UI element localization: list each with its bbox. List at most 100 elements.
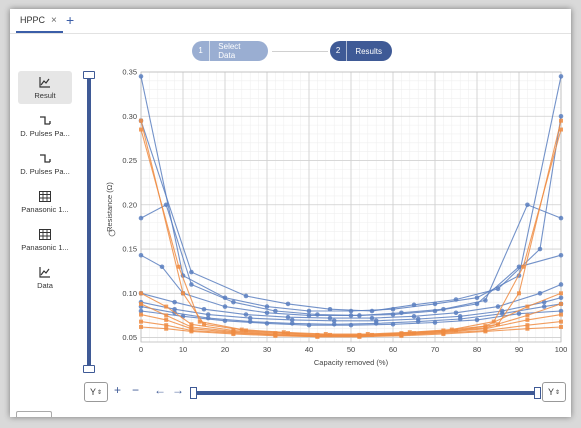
- data-point: [525, 326, 530, 331]
- x-tick-label: 70: [431, 345, 439, 354]
- data-point: [558, 215, 564, 221]
- data-point: [264, 310, 270, 316]
- data-point: [231, 332, 236, 337]
- plot-area: [140, 71, 562, 343]
- data-point: [289, 317, 295, 323]
- pulse-icon: [37, 113, 53, 127]
- y-tick-label: 0.05: [122, 333, 137, 342]
- series-line-14: [140, 326, 562, 338]
- sidebar-item-pulses-1[interactable]: D. Pulses Pa...: [18, 109, 72, 142]
- data-point: [189, 269, 194, 275]
- sidebar-item-label: Panasonic 1...: [21, 205, 69, 214]
- bottom-panel-handle[interactable]: [16, 411, 52, 417]
- data-point: [390, 312, 396, 317]
- x-axis-label: Capacity removed (%): [314, 358, 389, 367]
- sidebar-item-pulses-2[interactable]: D. Pulses Pa...: [18, 147, 72, 180]
- tab-bar: HPPC × +: [10, 9, 571, 34]
- step-results[interactable]: 2 Results: [330, 41, 392, 61]
- data-point: [231, 299, 236, 305]
- data-point: [139, 312, 143, 317]
- sidebar-item-label: D. Pulses Pa...: [20, 167, 70, 176]
- data-point: [558, 74, 564, 79]
- x-tick-label: 90: [515, 345, 523, 354]
- sidebar-item-data[interactable]: Data: [18, 261, 72, 294]
- data-point: [558, 282, 564, 287]
- add-tab-button[interactable]: +: [66, 12, 75, 28]
- tab-hppc[interactable]: HPPC ×: [16, 9, 63, 33]
- x-tick-label: 50: [347, 345, 355, 354]
- zoom-out-button[interactable]: −: [132, 383, 140, 397]
- resistance-chart: 0 10 20 30 40 50 60 70 80 90 100 0.05 0.10 0.15 0.20 0.…: [105, 68, 567, 368]
- step-connector: [272, 51, 328, 52]
- x-tick-label: 0: [139, 345, 143, 354]
- series-line-3: [140, 254, 562, 316]
- sidebar-item-result[interactable]: Result: [18, 71, 72, 104]
- y-axis-select-left[interactable]: Y ⇕: [84, 382, 108, 402]
- data-point: [189, 282, 194, 287]
- data-point: [559, 319, 563, 324]
- line-chart-icon: [37, 75, 53, 89]
- y-range-slider[interactable]: [83, 71, 95, 373]
- data-point: [558, 252, 564, 258]
- data-point: [369, 308, 375, 314]
- sidebar-item-label: Result: [34, 91, 56, 100]
- data-point: [139, 301, 143, 306]
- data-point: [453, 297, 459, 302]
- series-line-12: [140, 314, 562, 337]
- data-point: [525, 313, 530, 318]
- data-point: [205, 312, 211, 317]
- step-select-data[interactable]: 1 Select Data: [192, 41, 268, 61]
- data-point: [202, 322, 206, 327]
- data-point: [537, 246, 543, 252]
- data-point: [306, 322, 312, 328]
- data-point: [327, 306, 333, 312]
- x-range-slider[interactable]: [190, 387, 541, 399]
- data-point: [247, 315, 253, 321]
- x-tick-label: 60: [389, 345, 397, 354]
- data-point: [164, 326, 169, 331]
- data-point: [357, 334, 362, 339]
- data-point: [559, 118, 563, 123]
- data-point: [499, 311, 505, 316]
- data-point: [181, 291, 185, 296]
- data-point: [139, 127, 143, 132]
- data-point: [243, 312, 249, 317]
- data-point: [348, 313, 354, 318]
- data-point: [411, 302, 417, 308]
- data-point: [138, 308, 144, 314]
- sidebar-item-panasonic-2[interactable]: Panasonic 1...: [18, 223, 72, 256]
- y-tick-label: 0.20: [122, 200, 137, 209]
- data-point: [273, 333, 278, 338]
- x-range-handle-right[interactable]: [534, 387, 541, 399]
- sidebar-item-panasonic-1[interactable]: Panasonic 1...: [18, 185, 72, 218]
- y-range-handle-top[interactable]: [83, 71, 95, 79]
- data-point: [432, 308, 438, 314]
- y-range-handle-bottom[interactable]: [83, 365, 95, 373]
- data-point: [558, 113, 564, 119]
- data-point: [164, 304, 169, 309]
- x-tick-label: 20: [221, 345, 229, 354]
- close-icon[interactable]: ×: [51, 14, 57, 26]
- pan-right-button[interactable]: →: [172, 383, 184, 397]
- data-point: [495, 304, 501, 309]
- data-point: [138, 74, 144, 79]
- x-range-handle-left[interactable]: [190, 387, 197, 399]
- pan-left-button[interactable]: ←: [154, 383, 166, 397]
- y-axis-select-right[interactable]: Y ⇕: [542, 382, 566, 402]
- data-point: [457, 316, 463, 322]
- data-point: [369, 315, 375, 321]
- data-point: [172, 299, 177, 305]
- step-label: Results: [355, 46, 382, 56]
- y-tick-label: 0.35: [122, 68, 137, 77]
- data-point: [327, 315, 333, 321]
- data-point: [537, 291, 543, 296]
- data-point: [189, 322, 194, 327]
- data-point: [495, 286, 501, 292]
- y-tick-label: 0.15: [122, 245, 137, 254]
- data-point: [159, 264, 165, 270]
- zoom-in-button[interactable]: +: [114, 383, 122, 397]
- data-point: [243, 293, 249, 299]
- data-point: [164, 313, 169, 318]
- data-point: [139, 324, 143, 329]
- series-line-9: [140, 129, 562, 335]
